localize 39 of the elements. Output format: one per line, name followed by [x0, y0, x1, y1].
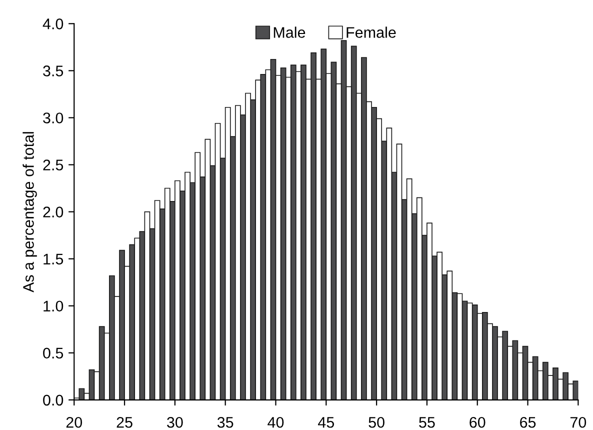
bar: [154, 200, 160, 400]
bar: [426, 222, 432, 400]
y-tick-label: 0.5: [43, 348, 64, 359]
x-tick-label: 70: [570, 416, 586, 428]
bar: [235, 105, 241, 400]
x-tick-label: 55: [419, 417, 435, 428]
x-tick-label: 40: [268, 416, 284, 428]
bar: [406, 178, 412, 400]
y-tick-label: 2.0: [43, 206, 64, 218]
y-tick-label: 0.0: [43, 394, 64, 406]
bar: [174, 180, 180, 400]
bar: [416, 197, 422, 400]
x-tick-label: 45: [318, 417, 334, 428]
y-tick-label: 2.5: [43, 160, 64, 170]
y-tick-label: 3.0: [43, 112, 64, 124]
y-tick-label: 3.5: [43, 66, 64, 76]
bar: [204, 138, 211, 400]
y-tick-label: 4.0: [42, 18, 64, 30]
bar: [184, 172, 190, 400]
y-axis-title: As a percentage of total: [22, 132, 37, 292]
bar: [214, 122, 221, 400]
x-tick-label: 65: [520, 416, 536, 428]
bar: [436, 252, 442, 400]
legend-label: Male: [274, 26, 306, 38]
x-tick-label: 50: [368, 416, 384, 428]
bar: [194, 152, 201, 400]
y-tick-label: 1.5: [44, 254, 64, 264]
legend-label: Female: [346, 26, 396, 38]
x-tick-label: 30: [167, 416, 183, 428]
bar: [386, 128, 392, 400]
x-tick-label: 20: [66, 416, 82, 428]
bar: [396, 144, 402, 400]
bar: [224, 106, 231, 400]
x-tick-label: 25: [116, 416, 132, 428]
bar: [245, 92, 251, 400]
x-tick-label: 60: [470, 416, 486, 428]
y-tick-label: 1.0: [44, 300, 64, 312]
x-tick-label: 35: [217, 416, 234, 428]
bar: [164, 188, 170, 400]
